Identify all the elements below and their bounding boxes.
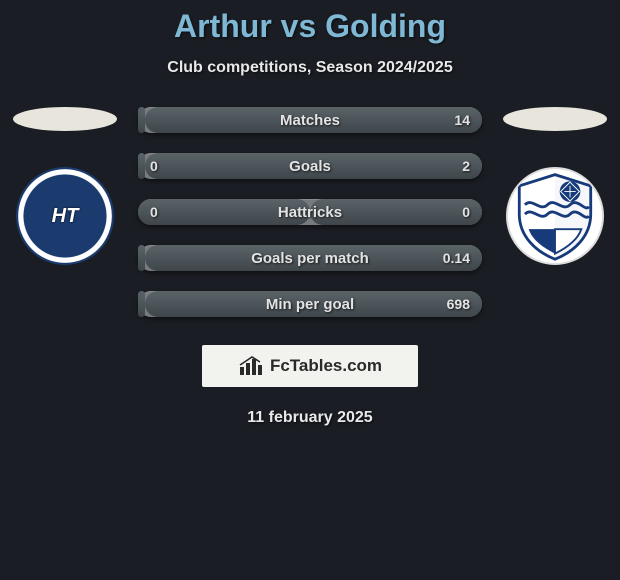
page-title: Arthur vs Golding: [0, 8, 620, 45]
stat-label: Matches: [138, 112, 482, 129]
stat-value-right: 0: [462, 204, 470, 220]
stat-value-right: 698: [447, 296, 470, 312]
comparison-card: Arthur vs Golding Club competitions, Sea…: [0, 0, 620, 427]
stat-bar: Min per goal698: [138, 291, 482, 317]
stat-value-left: 0: [150, 158, 158, 174]
left-club-badge: HT: [16, 167, 114, 265]
right-side: [500, 107, 610, 265]
stat-value-left: 0: [150, 204, 158, 220]
brand-text: FcTables.com: [270, 356, 382, 376]
right-club-badge: [506, 167, 604, 265]
main-row: HT Matches14Goals02Hattricks00Goals per …: [0, 107, 620, 317]
stats-list: Matches14Goals02Hattricks00Goals per mat…: [138, 107, 482, 317]
left-club-badge-text: HT: [52, 205, 79, 228]
brand-attribution[interactable]: FcTables.com: [202, 345, 418, 387]
bar-chart-icon: [238, 355, 264, 377]
shield-icon: [508, 169, 602, 263]
stat-value-right: 0.14: [443, 250, 470, 266]
stat-label: Goals per match: [138, 250, 482, 267]
stat-label: Hattricks: [138, 204, 482, 221]
left-player-ellipse: [13, 107, 117, 131]
stat-label: Min per goal: [138, 296, 482, 313]
stat-value-right: 2: [462, 158, 470, 174]
right-player-ellipse: [503, 107, 607, 131]
date-label: 11 february 2025: [0, 409, 620, 427]
left-side: HT: [10, 107, 120, 265]
stat-bar: Matches14: [138, 107, 482, 133]
stat-value-right: 14: [454, 112, 470, 128]
subtitle: Club competitions, Season 2024/2025: [0, 59, 620, 77]
stat-label: Goals: [138, 158, 482, 175]
stat-bar: Goals0 2: [138, 153, 482, 179]
stat-bar: Goals per match0.14: [138, 245, 482, 271]
stat-bar: Hattricks0 0: [138, 199, 482, 225]
